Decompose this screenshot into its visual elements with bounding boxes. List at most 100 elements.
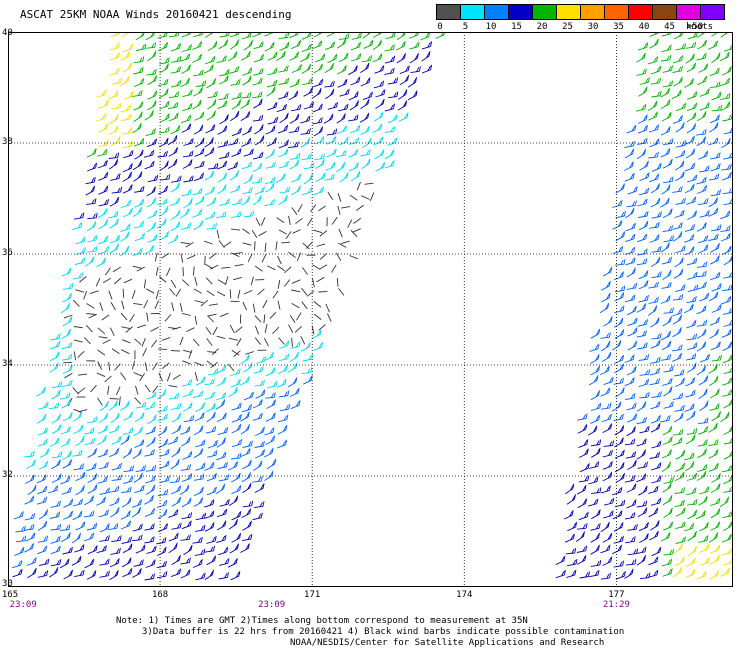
wind-barb xyxy=(260,217,266,226)
wind-barb xyxy=(352,228,361,233)
wind-barb xyxy=(144,401,156,410)
wind-barb xyxy=(97,449,109,458)
wind-barb xyxy=(227,161,238,171)
wind-barb xyxy=(687,509,698,520)
wind-barb xyxy=(663,235,674,243)
wind-barb xyxy=(660,532,671,542)
wind-barb xyxy=(686,257,698,266)
wind-barb xyxy=(663,548,675,556)
wind-barb xyxy=(144,508,155,517)
wind-barb xyxy=(228,558,238,568)
wind-barb xyxy=(302,242,310,250)
wind-barb xyxy=(171,175,182,183)
wind-barb xyxy=(216,55,227,64)
wind-barb xyxy=(291,207,298,216)
wind-barb xyxy=(204,170,215,181)
wind-barb xyxy=(614,329,625,339)
wind-barb xyxy=(60,302,70,314)
wind-barb xyxy=(686,428,698,435)
wind-barb xyxy=(336,277,339,287)
wind-barb xyxy=(254,124,264,135)
wind-barb xyxy=(663,507,673,518)
wind-barb xyxy=(167,101,179,110)
wind-barb xyxy=(135,43,147,51)
wind-barb xyxy=(122,476,134,485)
wind-barb xyxy=(627,305,637,316)
wind-barb xyxy=(240,411,250,422)
wind-barb xyxy=(71,532,81,544)
wind-barb xyxy=(231,92,242,100)
wind-barb xyxy=(300,52,310,63)
wind-barb xyxy=(587,425,598,436)
wind-barb xyxy=(143,279,147,289)
wind-barb xyxy=(626,499,637,509)
wind-barb xyxy=(624,140,635,148)
wind-barb xyxy=(421,41,433,50)
wind-barb xyxy=(312,278,315,288)
wind-barb xyxy=(99,523,110,533)
wind-barb xyxy=(98,246,110,255)
wind-barb xyxy=(180,464,192,471)
wind-barb xyxy=(97,397,103,406)
wind-barb xyxy=(240,424,250,435)
wind-barb xyxy=(230,571,241,581)
wind-barb xyxy=(325,88,335,100)
wind-barb xyxy=(73,326,83,329)
wind-barb xyxy=(319,230,328,237)
wind-barb xyxy=(663,476,674,484)
wind-barb xyxy=(165,267,171,277)
wind-barb xyxy=(49,341,61,350)
wind-barb xyxy=(170,55,182,63)
wind-barb xyxy=(627,317,638,327)
wind-barb xyxy=(107,385,110,395)
wind-barb xyxy=(649,234,660,243)
wind-barb xyxy=(181,379,193,387)
wind-barb xyxy=(181,497,192,508)
wind-barb xyxy=(194,111,205,121)
wind-barb xyxy=(146,186,156,197)
wind-barb xyxy=(180,569,191,579)
wind-barb xyxy=(277,255,282,265)
wind-barb xyxy=(264,176,276,185)
wind-barb xyxy=(242,228,250,235)
wind-barb xyxy=(698,63,709,73)
wind-barb xyxy=(675,284,686,293)
wind-barb xyxy=(159,100,170,110)
wind-barb xyxy=(159,448,170,457)
wind-barb xyxy=(121,339,131,344)
wind-barb xyxy=(675,245,686,254)
wind-barb xyxy=(192,187,203,196)
wind-barb xyxy=(409,53,419,64)
wind-barb xyxy=(650,423,661,433)
wind-barb xyxy=(626,124,637,134)
wind-barb xyxy=(61,486,72,495)
wind-barb xyxy=(566,494,576,505)
wind-barb xyxy=(627,413,638,423)
wind-barb xyxy=(648,111,658,121)
wind-barb xyxy=(578,475,590,483)
wind-barb xyxy=(315,172,326,182)
wind-barb xyxy=(590,544,600,555)
wind-barb xyxy=(180,557,191,565)
wind-barb xyxy=(74,257,86,265)
wind-barb xyxy=(109,52,120,61)
wind-barb xyxy=(649,138,660,148)
wind-barb xyxy=(661,558,673,567)
wind-barb xyxy=(171,496,182,507)
wind-barb xyxy=(188,349,193,359)
wind-barb xyxy=(278,337,285,345)
wind-barb xyxy=(699,292,710,302)
wind-barb xyxy=(709,375,719,386)
wind-barb xyxy=(241,533,253,542)
wind-barb xyxy=(108,210,119,219)
wind-barb xyxy=(231,402,242,411)
wind-barb xyxy=(348,91,359,101)
legend-tick-label: 40 xyxy=(638,22,650,32)
wind-barb xyxy=(108,90,119,100)
wind-barb xyxy=(337,78,348,88)
wind-barb xyxy=(301,43,312,53)
wind-barb xyxy=(300,336,306,345)
wind-barb xyxy=(134,78,145,88)
wind-barb xyxy=(350,171,361,182)
wind-barb xyxy=(675,140,687,148)
